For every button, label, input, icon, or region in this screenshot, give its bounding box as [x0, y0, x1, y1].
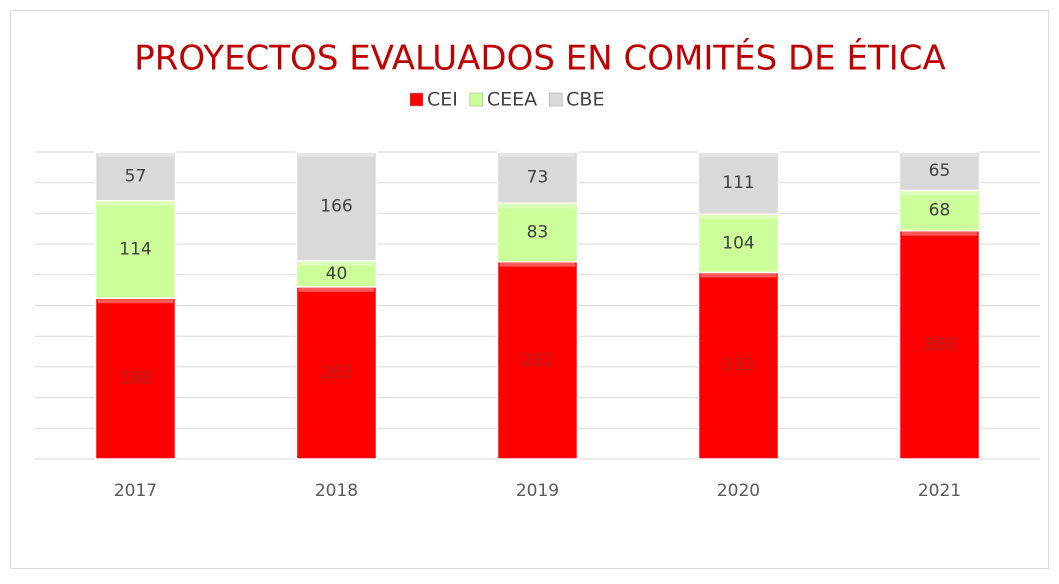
- bar-segment: [697, 271, 780, 460]
- bar-bevel: [499, 204, 576, 209]
- bar-segment: [697, 213, 780, 274]
- legend-label: CEI: [427, 89, 458, 111]
- bar-bevel: [700, 273, 777, 278]
- bar-bevel: [298, 153, 375, 157]
- bar-segment: [898, 189, 981, 232]
- bar-segment: [94, 199, 177, 299]
- bar-bevel: [901, 231, 978, 236]
- bar-bevel: [901, 153, 978, 157]
- bar-bevel: [97, 153, 174, 157]
- bar-segment: [295, 286, 378, 460]
- data-label: 114: [119, 239, 151, 259]
- bar-segment: [898, 151, 981, 192]
- bar-segment: [496, 151, 579, 205]
- data-label: 65: [929, 161, 951, 181]
- bar-bevel: [97, 201, 174, 206]
- data-label: 73: [527, 168, 549, 188]
- data-label: 263: [320, 363, 352, 383]
- x-tick-label: 2017: [114, 481, 157, 501]
- chart-title: PROYECTOS EVALUADOS EN COMITÉS DE ÉTICA: [134, 38, 945, 79]
- bar-segment: [697, 151, 780, 215]
- bar-bevel: [700, 215, 777, 220]
- x-tick-label: 2019: [516, 481, 559, 501]
- data-label: 40: [326, 264, 348, 284]
- bar-bevel: [901, 191, 978, 196]
- data-label: 386: [923, 335, 955, 355]
- data-label: 166: [320, 196, 352, 216]
- data-label: 333: [722, 356, 754, 376]
- bar-bevel: [700, 153, 777, 157]
- bar-segment: [496, 202, 579, 263]
- bar-segment: [496, 260, 579, 460]
- legend-swatch: [548, 92, 563, 107]
- data-label: 104: [722, 233, 754, 253]
- bar-bevel: [499, 262, 576, 267]
- bar-bevel: [298, 287, 375, 292]
- x-tick-label: 2018: [315, 481, 358, 501]
- data-label: 68: [929, 201, 951, 221]
- bar-bevel: [499, 153, 576, 157]
- data-label: 188: [119, 369, 151, 389]
- bar-bevel: [298, 261, 375, 266]
- legend-label: CBE: [566, 89, 604, 111]
- data-label: 57: [125, 166, 147, 186]
- bar-segment: [94, 151, 177, 202]
- data-label: 281: [521, 350, 553, 370]
- bar-segment: [898, 229, 981, 460]
- legend-swatch: [409, 92, 424, 107]
- x-tick-label: 2020: [717, 481, 760, 501]
- legend-swatch: [469, 92, 484, 107]
- data-label: 83: [527, 222, 549, 242]
- data-label: 111: [722, 173, 754, 193]
- bar-segment: [295, 151, 378, 262]
- bar-segment: [94, 297, 177, 460]
- bar-bevel: [97, 299, 174, 304]
- legend-label: CEEA: [487, 89, 537, 111]
- x-tick-label: 2021: [918, 481, 961, 501]
